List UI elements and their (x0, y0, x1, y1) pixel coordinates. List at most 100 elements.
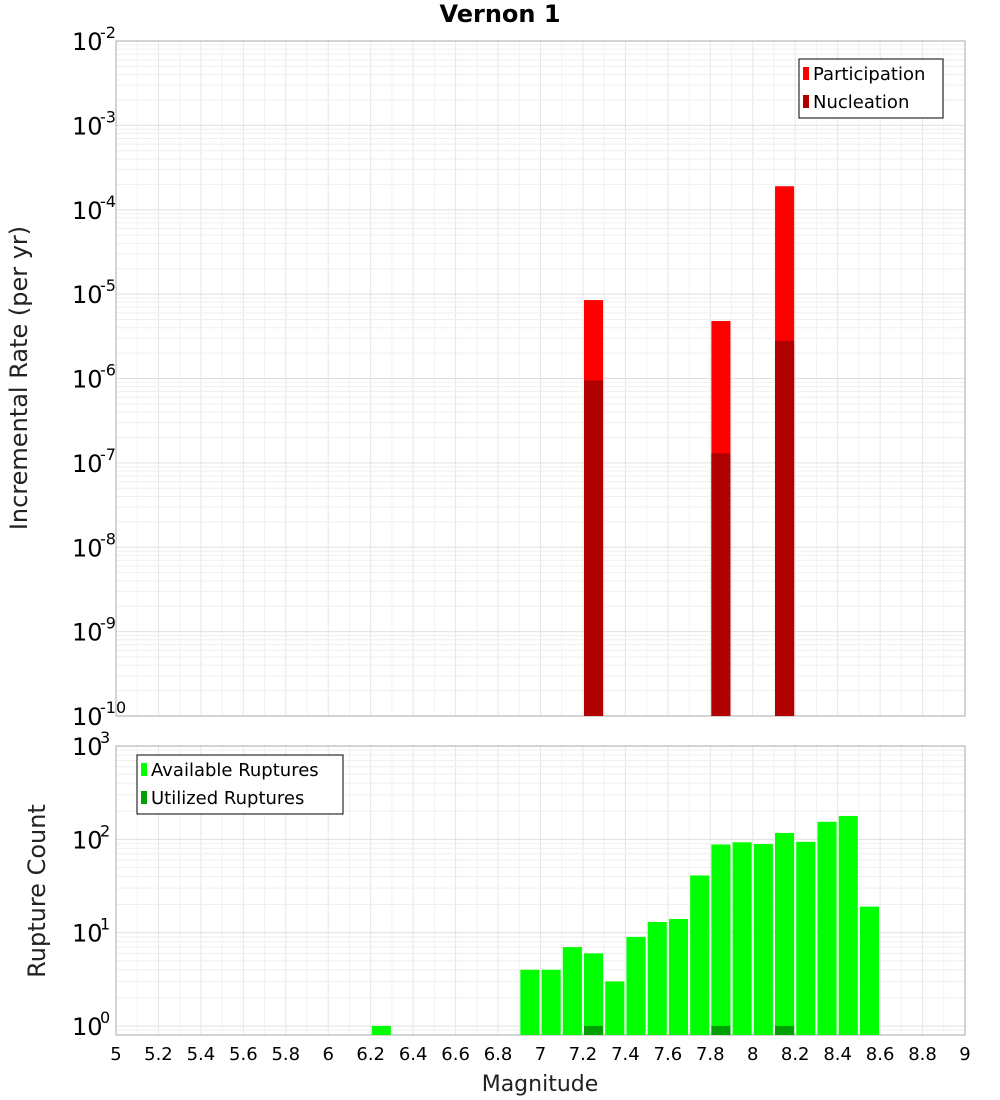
y-tick-label: 10-8 (72, 529, 116, 562)
available-ruptures-bar (584, 953, 604, 1035)
y-tick-label: 10-3 (72, 107, 116, 140)
nucleation-bar (775, 340, 795, 716)
available-legend-label: Available Ruptures (151, 760, 319, 781)
rate-grid (116, 40, 965, 717)
available-ruptures-bar (541, 969, 561, 1035)
available-ruptures-bar (711, 844, 731, 1035)
available-ruptures-bar (371, 1025, 391, 1035)
x-tick-label: 6.6 (441, 1044, 470, 1065)
nucleation-bar (711, 453, 731, 716)
x-tick-label: 5.4 (187, 1044, 216, 1065)
available-ruptures-bar (647, 922, 667, 1035)
x-tick-label: 8.8 (908, 1044, 937, 1065)
available-ruptures-bar (626, 936, 646, 1035)
available-ruptures-bar (838, 815, 858, 1035)
rate-legend: Participation Nucleation (798, 58, 944, 119)
utilized-ruptures-bar (584, 1025, 604, 1035)
rate-legend-box (798, 58, 944, 119)
y-tick-base: 10 (72, 28, 103, 56)
y-tick-exponent: -6 (100, 361, 116, 380)
available-ruptures-bar (562, 947, 582, 1035)
nucleation-legend-swatch (803, 95, 809, 108)
chart-title: Vernon 1 (439, 0, 560, 28)
count-legend: Available Ruptures Utilized Ruptures (136, 754, 344, 815)
magnitude-x-ticks: 5 5.2 5.4 5.6 5.8 6 6.2 6.4 6.6 6.8 7 7.2 7.4 7.6 7.8 8… (110, 1044, 970, 1065)
nucleation-legend-label: Nucleation (813, 92, 909, 113)
magnitude-x-axis-label: Magnitude (482, 1072, 599, 1097)
x-tick-label: 7 (535, 1044, 546, 1065)
x-tick-label: 5.6 (229, 1044, 258, 1065)
rate-y-axis-label: Incremental Rate (per yr) (5, 226, 33, 530)
x-tick-label: 6.4 (399, 1044, 428, 1065)
available-ruptures-bar (605, 981, 625, 1035)
y-tick-label: 10-5 (72, 276, 116, 309)
y-tick-label: 102 (72, 821, 110, 854)
utilized-ruptures-bar (711, 1025, 731, 1035)
y-tick-exponent: 0 (100, 1008, 110, 1027)
available-ruptures-bar (775, 832, 795, 1035)
participation-legend-swatch (803, 67, 809, 80)
y-tick-exponent: -4 (100, 192, 116, 211)
y-tick-exponent: 3 (100, 728, 110, 747)
x-tick-label: 8.2 (781, 1044, 810, 1065)
y-tick-base: 10 (72, 703, 103, 731)
x-tick-label: 7.4 (611, 1044, 640, 1065)
utilized-ruptures-bar (775, 1025, 795, 1035)
x-tick-label: 8.6 (866, 1044, 895, 1065)
x-tick-label: 7.8 (696, 1044, 725, 1065)
count-y-axis-label: Rupture Count (23, 804, 51, 978)
y-tick-exponent: -9 (100, 614, 116, 633)
y-tick-label: 10-10 (72, 698, 126, 731)
nucleation-bar (584, 380, 604, 716)
y-tick-base: 10 (72, 112, 103, 140)
utilized-legend-swatch (141, 791, 147, 804)
rate-bars (584, 186, 795, 716)
y-tick-base: 10 (72, 920, 103, 948)
y-tick-exponent: -7 (100, 445, 116, 464)
rate-plot-frame (115, 40, 966, 717)
y-tick-label: 10-7 (72, 445, 116, 478)
x-tick-label: 5 (110, 1044, 121, 1065)
y-tick-label: 101 (72, 915, 110, 948)
y-tick-base: 10 (72, 1013, 103, 1041)
y-tick-exponent: -8 (100, 529, 116, 548)
available-ruptures-bar (859, 906, 880, 1035)
available-ruptures-bar (796, 841, 816, 1035)
y-tick-base: 10 (72, 826, 103, 854)
x-tick-label: 7.2 (569, 1044, 598, 1065)
x-tick-label: 6.2 (356, 1044, 385, 1065)
y-tick-exponent: -10 (100, 698, 126, 717)
participation-legend-label: Participation (813, 64, 925, 85)
available-ruptures-bar (753, 844, 773, 1035)
x-tick-label: 8 (747, 1044, 758, 1065)
y-tick-base: 10 (72, 281, 103, 309)
x-tick-label: 7.6 (654, 1044, 683, 1065)
y-tick-label: 100 (72, 1008, 110, 1041)
x-tick-label: 6 (323, 1044, 334, 1065)
y-tick-base: 10 (72, 619, 103, 647)
x-tick-label: 6.8 (484, 1044, 513, 1065)
available-legend-swatch (141, 763, 147, 776)
y-tick-label: 10-6 (72, 361, 116, 394)
y-tick-base: 10 (72, 197, 103, 225)
y-tick-label: 10-2 (72, 23, 116, 56)
available-ruptures-bar (690, 875, 710, 1035)
count-plot-frame (115, 745, 966, 1036)
available-ruptures-bar (817, 821, 837, 1035)
available-ruptures-bar (520, 969, 540, 1035)
y-tick-base: 10 (72, 450, 103, 478)
y-tick-exponent: -2 (100, 23, 116, 42)
available-ruptures-bar (668, 919, 689, 1035)
utilized-legend-label: Utilized Ruptures (151, 788, 304, 809)
y-tick-exponent: -5 (100, 276, 116, 295)
x-tick-label: 5.2 (144, 1044, 173, 1065)
y-tick-base: 10 (72, 366, 103, 394)
y-tick-base: 10 (72, 534, 103, 562)
y-tick-label: 10-4 (72, 192, 116, 225)
x-tick-label: 5.8 (271, 1044, 300, 1065)
